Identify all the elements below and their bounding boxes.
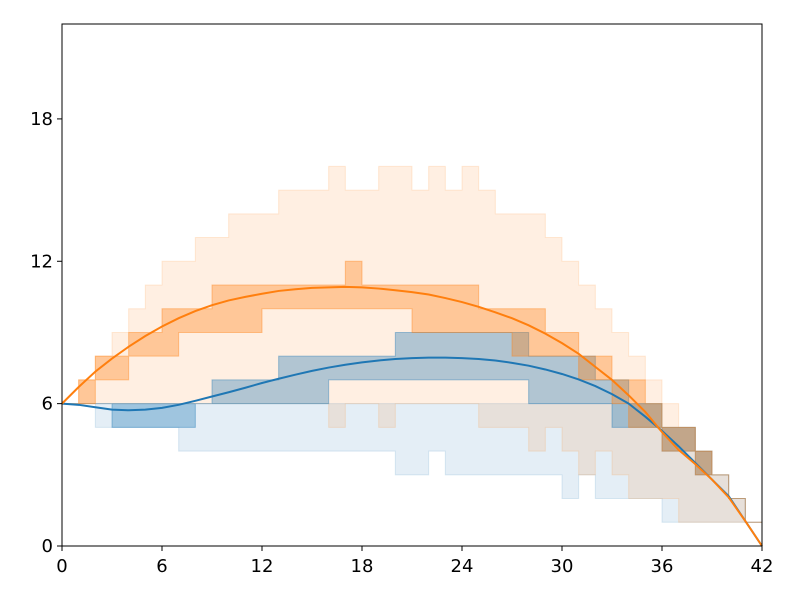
x-tick-label: 42 xyxy=(751,556,774,577)
y-tick-label: 18 xyxy=(30,109,53,130)
series-orange-mean-line xyxy=(61,285,763,547)
y-tick-label: 6 xyxy=(42,394,53,415)
x-tick-label: 0 xyxy=(56,556,67,577)
plot-frame xyxy=(61,23,763,547)
x-tick-label: 6 xyxy=(156,556,167,577)
x-tick-label: 12 xyxy=(251,556,274,577)
x-tick-label: 24 xyxy=(451,556,474,577)
y-tick-label: 12 xyxy=(30,251,53,272)
x-tick-label: 30 xyxy=(551,556,574,577)
y-tick-label: 0 xyxy=(42,536,53,557)
x-tick-label: 18 xyxy=(351,556,374,577)
mean-lines xyxy=(61,285,763,547)
confidence-bands xyxy=(62,165,763,546)
series-blue-mean-line xyxy=(61,356,763,547)
y-axis: 0 6 12 18 xyxy=(30,109,62,557)
series-orange-outer-band xyxy=(62,165,763,546)
x-axis: 0 6 12 18 24 30 36 42 xyxy=(56,546,773,577)
x-tick-label: 36 xyxy=(651,556,674,577)
